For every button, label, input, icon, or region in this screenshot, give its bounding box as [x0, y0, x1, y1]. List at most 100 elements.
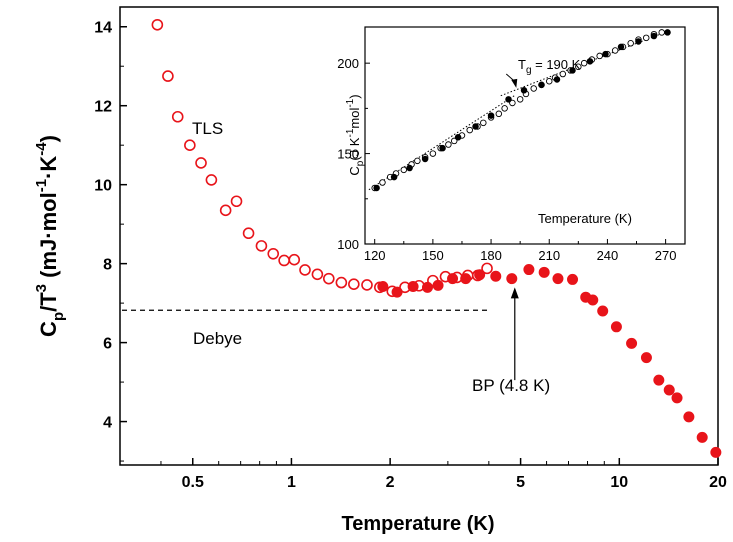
inset-x-tick-label: 240 — [597, 248, 619, 263]
main-filled-point — [506, 273, 518, 285]
inset-open-point — [627, 40, 634, 47]
bp-annotation: BP (4.8 K) — [472, 376, 550, 395]
inset-filled-point — [472, 123, 479, 130]
inset-axis-ticks: 120 150 180 210 240 270 100 150 200 — [337, 56, 676, 263]
inset-open-point — [580, 59, 588, 67]
inset-filled-point — [617, 43, 625, 51]
inset-open-point — [509, 99, 516, 107]
main-y-tick-label: 10 — [94, 178, 112, 195]
inset-filled-point — [553, 76, 561, 83]
inset-filled-point — [487, 112, 495, 119]
inset-filled-point — [664, 29, 671, 36]
main-y-tick-label: 6 — [103, 336, 112, 353]
main-open-point — [171, 110, 184, 123]
main-filled-point — [610, 321, 622, 333]
main-plot-frame — [119, 6, 719, 466]
debye-annotation: Debye — [193, 329, 242, 348]
inset-tg-arrow-head — [511, 78, 518, 88]
main-filled-point — [432, 279, 444, 291]
inset-filled-point — [520, 87, 528, 94]
main-open-point — [335, 276, 348, 289]
inset-filled-point — [586, 58, 594, 65]
main-filled-point — [683, 411, 695, 423]
main-filled-point — [447, 273, 459, 285]
main-open-point — [195, 157, 207, 169]
main-x-axis-title: Temperature (K) — [342, 513, 495, 535]
inset-y-tick-label: 200 — [337, 56, 359, 71]
inset-filled-point — [569, 67, 576, 74]
main-filled-point — [653, 374, 665, 386]
main-filled-point — [640, 352, 652, 364]
main-y-tick-label: 12 — [94, 99, 112, 116]
main-filled-point — [552, 273, 564, 285]
inset-open-point — [414, 157, 421, 165]
inset-data-points — [371, 29, 671, 192]
inset-filled-point — [373, 184, 380, 192]
inset-filled-point — [650, 32, 658, 40]
tls-annotation: TLS — [192, 119, 223, 138]
main-filled-point — [377, 281, 389, 293]
inset-x-axis-title: Temperature (K) — [538, 211, 632, 226]
main-open-point — [230, 195, 243, 208]
main-open-point — [205, 174, 218, 186]
main-filled-point — [407, 281, 419, 293]
main-open-point — [242, 227, 255, 240]
inset-open-point — [611, 47, 619, 54]
main-filled-point — [663, 384, 675, 396]
main-x-tick-label: 10 — [610, 474, 628, 491]
main-filled-point — [421, 281, 433, 293]
inset-filled-point — [505, 96, 512, 103]
inset-open-point — [530, 85, 537, 92]
main-open-point — [361, 279, 373, 291]
main-open-point — [278, 254, 290, 267]
main-x-tick-label: 20 — [709, 474, 727, 491]
main-open-point — [299, 264, 311, 276]
main-y-tick-label: 8 — [103, 257, 112, 274]
inset-open-point — [658, 29, 665, 36]
main-open-point — [481, 262, 493, 275]
inset-filled-point — [390, 173, 398, 181]
inset-tg-arrow — [505, 73, 518, 88]
main-open-point — [151, 18, 164, 31]
main-open-point — [219, 204, 232, 217]
inset-open-point — [516, 96, 524, 103]
inset-open-point — [642, 34, 650, 42]
main-x-tick-label: 1 — [287, 474, 296, 491]
inset-filled-point — [454, 134, 462, 141]
inset-y-tick-label: 150 — [337, 147, 359, 162]
inset-open-point — [596, 52, 603, 60]
main-open-point — [348, 278, 360, 290]
main-y-axis-title: Cp/T3 (mJ·mol-1·K-4) — [33, 135, 67, 337]
main-filled-point — [460, 273, 472, 285]
inset-filled-point — [635, 38, 642, 45]
inset-open-point — [445, 141, 452, 148]
inset-x-tick-label: 120 — [364, 248, 386, 263]
main-y-tick-label: 4 — [103, 415, 112, 432]
inset-open-point — [545, 77, 553, 85]
inset-x-tick-label: 150 — [422, 248, 444, 263]
main-open-point — [311, 268, 324, 281]
main-open-point — [267, 247, 280, 260]
main-filled-point — [538, 266, 550, 278]
inset-open-point — [429, 150, 437, 157]
inset-filled-point — [406, 164, 413, 172]
inset-y-tick-label: 100 — [337, 237, 359, 252]
main-open-point — [322, 272, 335, 285]
bp-arrow — [510, 287, 519, 381]
inset-filled-point — [439, 144, 446, 152]
inset-open-point — [501, 105, 508, 112]
main-filled-point — [391, 286, 403, 298]
main-filled-point — [671, 392, 683, 404]
inset-plot-frame — [364, 26, 686, 245]
inset-x-tick-label: 210 — [538, 248, 560, 263]
main-x-tick-label: 2 — [386, 474, 395, 491]
inset-filled-point — [538, 81, 545, 89]
main-filled-point — [490, 270, 502, 282]
main-open-point — [184, 139, 196, 151]
main-filled-point — [523, 264, 535, 276]
inset-open-point — [450, 137, 458, 145]
main-open-point — [255, 240, 268, 252]
bp-arrow-head — [510, 287, 519, 299]
